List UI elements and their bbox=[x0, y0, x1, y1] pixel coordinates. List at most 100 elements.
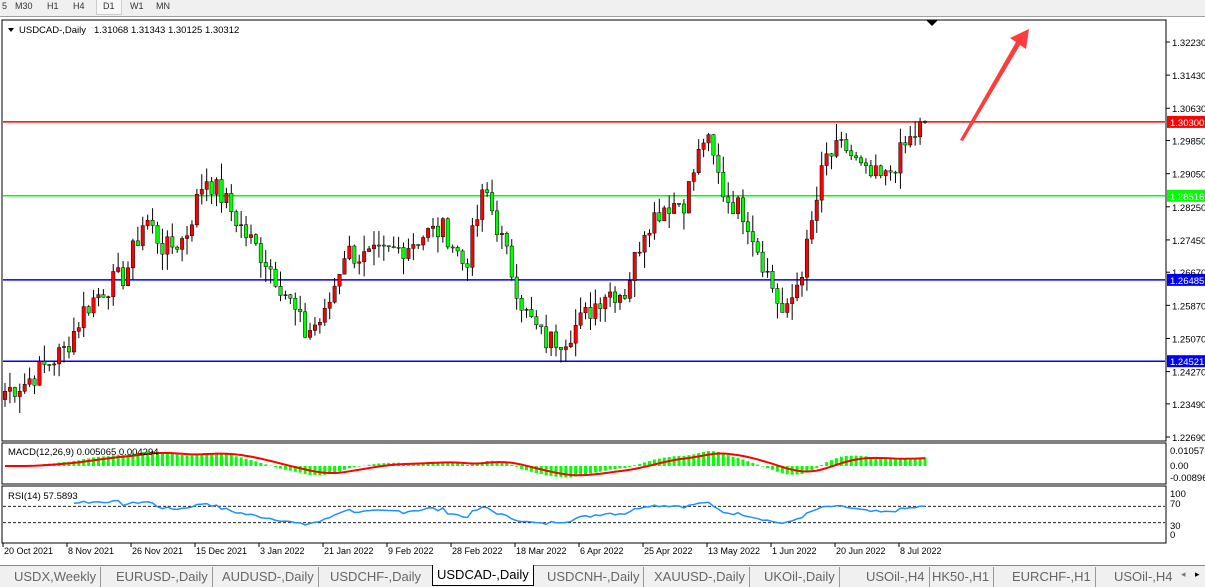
rsi-tick-label: 100 bbox=[1170, 489, 1186, 500]
candle-body bbox=[121, 267, 126, 286]
candle-body bbox=[96, 294, 101, 299]
candle-body bbox=[347, 245, 352, 259]
candle-body bbox=[681, 203, 686, 214]
level-price-text: 1.26485 bbox=[1170, 276, 1204, 287]
candle-body bbox=[396, 247, 401, 249]
price-tick-label: 1.29850 bbox=[1172, 137, 1205, 148]
candle-body bbox=[608, 291, 613, 298]
candle-body bbox=[234, 211, 239, 226]
price-chart[interactable]: 1.30300 1.28516 1.26485 1.24521 1.32230 1.31… bbox=[0, 17, 1205, 565]
candle-body bbox=[391, 246, 396, 248]
collapse-triangle-icon[interactable] bbox=[8, 28, 14, 32]
candle-body bbox=[563, 346, 568, 350]
candle-body bbox=[32, 378, 37, 386]
chart-tab[interactable]: USDCNH-,Daily bbox=[543, 567, 645, 587]
candle-body bbox=[101, 294, 106, 298]
rsi-tick-label: 70 bbox=[1170, 499, 1181, 510]
chart-tab[interactable]: HK50-,H1 bbox=[928, 567, 995, 587]
tf-button-m5[interactable]: 5 bbox=[2, 1, 8, 11]
candle-body bbox=[406, 248, 411, 259]
candle-body bbox=[770, 270, 775, 289]
candle-body bbox=[583, 307, 588, 314]
candle-body bbox=[490, 192, 495, 212]
date-tick-label: 25 Apr 2022 bbox=[644, 546, 693, 556]
tf-button-m30[interactable]: M30 bbox=[15, 1, 33, 11]
candle-body bbox=[750, 231, 755, 243]
candle-body bbox=[322, 308, 327, 323]
candle-body bbox=[721, 172, 726, 198]
candle-body bbox=[780, 303, 785, 313]
candle-body bbox=[253, 234, 258, 244]
tab-scroll-left-icon[interactable]: ◂ bbox=[1181, 569, 1186, 579]
candle-body bbox=[672, 203, 677, 214]
candle-body bbox=[647, 232, 652, 236]
candle-body bbox=[814, 199, 819, 221]
chart-tab[interactable]: AUDUSD-,Daily bbox=[218, 567, 319, 587]
tf-button-h4[interactable]: H4 bbox=[73, 1, 85, 11]
candle-body bbox=[923, 121, 927, 123]
candle-body bbox=[3, 391, 7, 400]
chart-tab[interactable]: USOil-,H4 bbox=[862, 567, 930, 587]
candle-body bbox=[130, 240, 135, 269]
chart-tab[interactable]: USDCHF-,Daily bbox=[330, 569, 421, 584]
candle-body bbox=[150, 220, 155, 226]
candle-body bbox=[268, 266, 273, 270]
tf-button-w1[interactable]: W1 bbox=[130, 1, 144, 11]
chart-tab[interactable]: USOil-,H4 bbox=[1114, 569, 1173, 584]
candle-body bbox=[263, 262, 268, 267]
candle-body bbox=[229, 193, 234, 213]
candle-body bbox=[416, 244, 421, 246]
tf-button-d1[interactable]: D1 bbox=[96, 0, 122, 15]
shift-marker-icon[interactable] bbox=[926, 20, 938, 26]
price-tick-label: 1.30630 bbox=[1172, 104, 1205, 115]
tf-button-h1[interactable]: H1 bbox=[47, 1, 59, 11]
macd-signal-line bbox=[4, 451, 926, 477]
candle-body bbox=[194, 193, 199, 226]
candle-body bbox=[421, 237, 426, 246]
date-tick-label: 1 Jun 2022 bbox=[772, 546, 817, 556]
candle-body bbox=[283, 294, 288, 296]
candle-body bbox=[785, 303, 790, 313]
candle-body bbox=[372, 244, 376, 250]
chart-tab[interactable]: USDX,Weekly bbox=[10, 567, 102, 587]
date-tick-label: 3 Jan 2022 bbox=[260, 546, 305, 556]
chart-tab[interactable]: EURCHF-,H1 bbox=[1008, 567, 1096, 587]
date-tick-label: 20 Oct 2021 bbox=[4, 546, 53, 556]
tf-button-mn[interactable]: MN bbox=[156, 1, 170, 11]
chart-tab[interactable]: USDCAD-,Daily bbox=[432, 565, 534, 586]
candle-body bbox=[86, 306, 91, 314]
macd-tick-label: 0.010578 bbox=[1170, 446, 1205, 457]
chart-tab[interactable]: XAUUSD-,Daily bbox=[650, 567, 751, 587]
candle-body bbox=[755, 241, 760, 253]
candle-body bbox=[854, 155, 859, 159]
candle-body bbox=[632, 251, 637, 282]
chart-tab[interactable]: EURUSD-,Daily bbox=[112, 567, 213, 587]
candle-body bbox=[367, 248, 372, 252]
candle-body bbox=[62, 346, 66, 348]
candle-body bbox=[760, 251, 765, 273]
candle-body bbox=[298, 309, 303, 313]
price-tick-label: 1.27450 bbox=[1172, 236, 1205, 247]
candle-body bbox=[711, 134, 716, 156]
candle-body bbox=[470, 225, 475, 268]
date-tick-label: 13 May 2022 bbox=[708, 546, 760, 556]
candle-body bbox=[691, 172, 696, 182]
tab-scroll-right-icon[interactable]: ▸ bbox=[1195, 569, 1200, 579]
candle-body bbox=[898, 142, 903, 174]
candle-body bbox=[332, 285, 337, 303]
candle-body bbox=[303, 311, 308, 338]
candle-body bbox=[224, 193, 229, 203]
candle-body bbox=[903, 142, 908, 146]
level-price-badge bbox=[1167, 115, 1205, 128]
candle-body bbox=[731, 202, 736, 214]
candle-body bbox=[440, 218, 445, 238]
macd-tick-label: 0.00 bbox=[1170, 461, 1189, 472]
chart-tab[interactable]: UKOil-,Daily bbox=[760, 567, 840, 587]
candle-body bbox=[170, 236, 175, 248]
candle-body bbox=[52, 363, 57, 366]
candle-body bbox=[239, 224, 244, 227]
macd-tick-label: -0.00896 bbox=[1170, 473, 1205, 484]
candle-body bbox=[839, 139, 844, 141]
date-tick-label: 15 Dec 2021 bbox=[196, 546, 247, 556]
candle-body bbox=[278, 286, 283, 296]
